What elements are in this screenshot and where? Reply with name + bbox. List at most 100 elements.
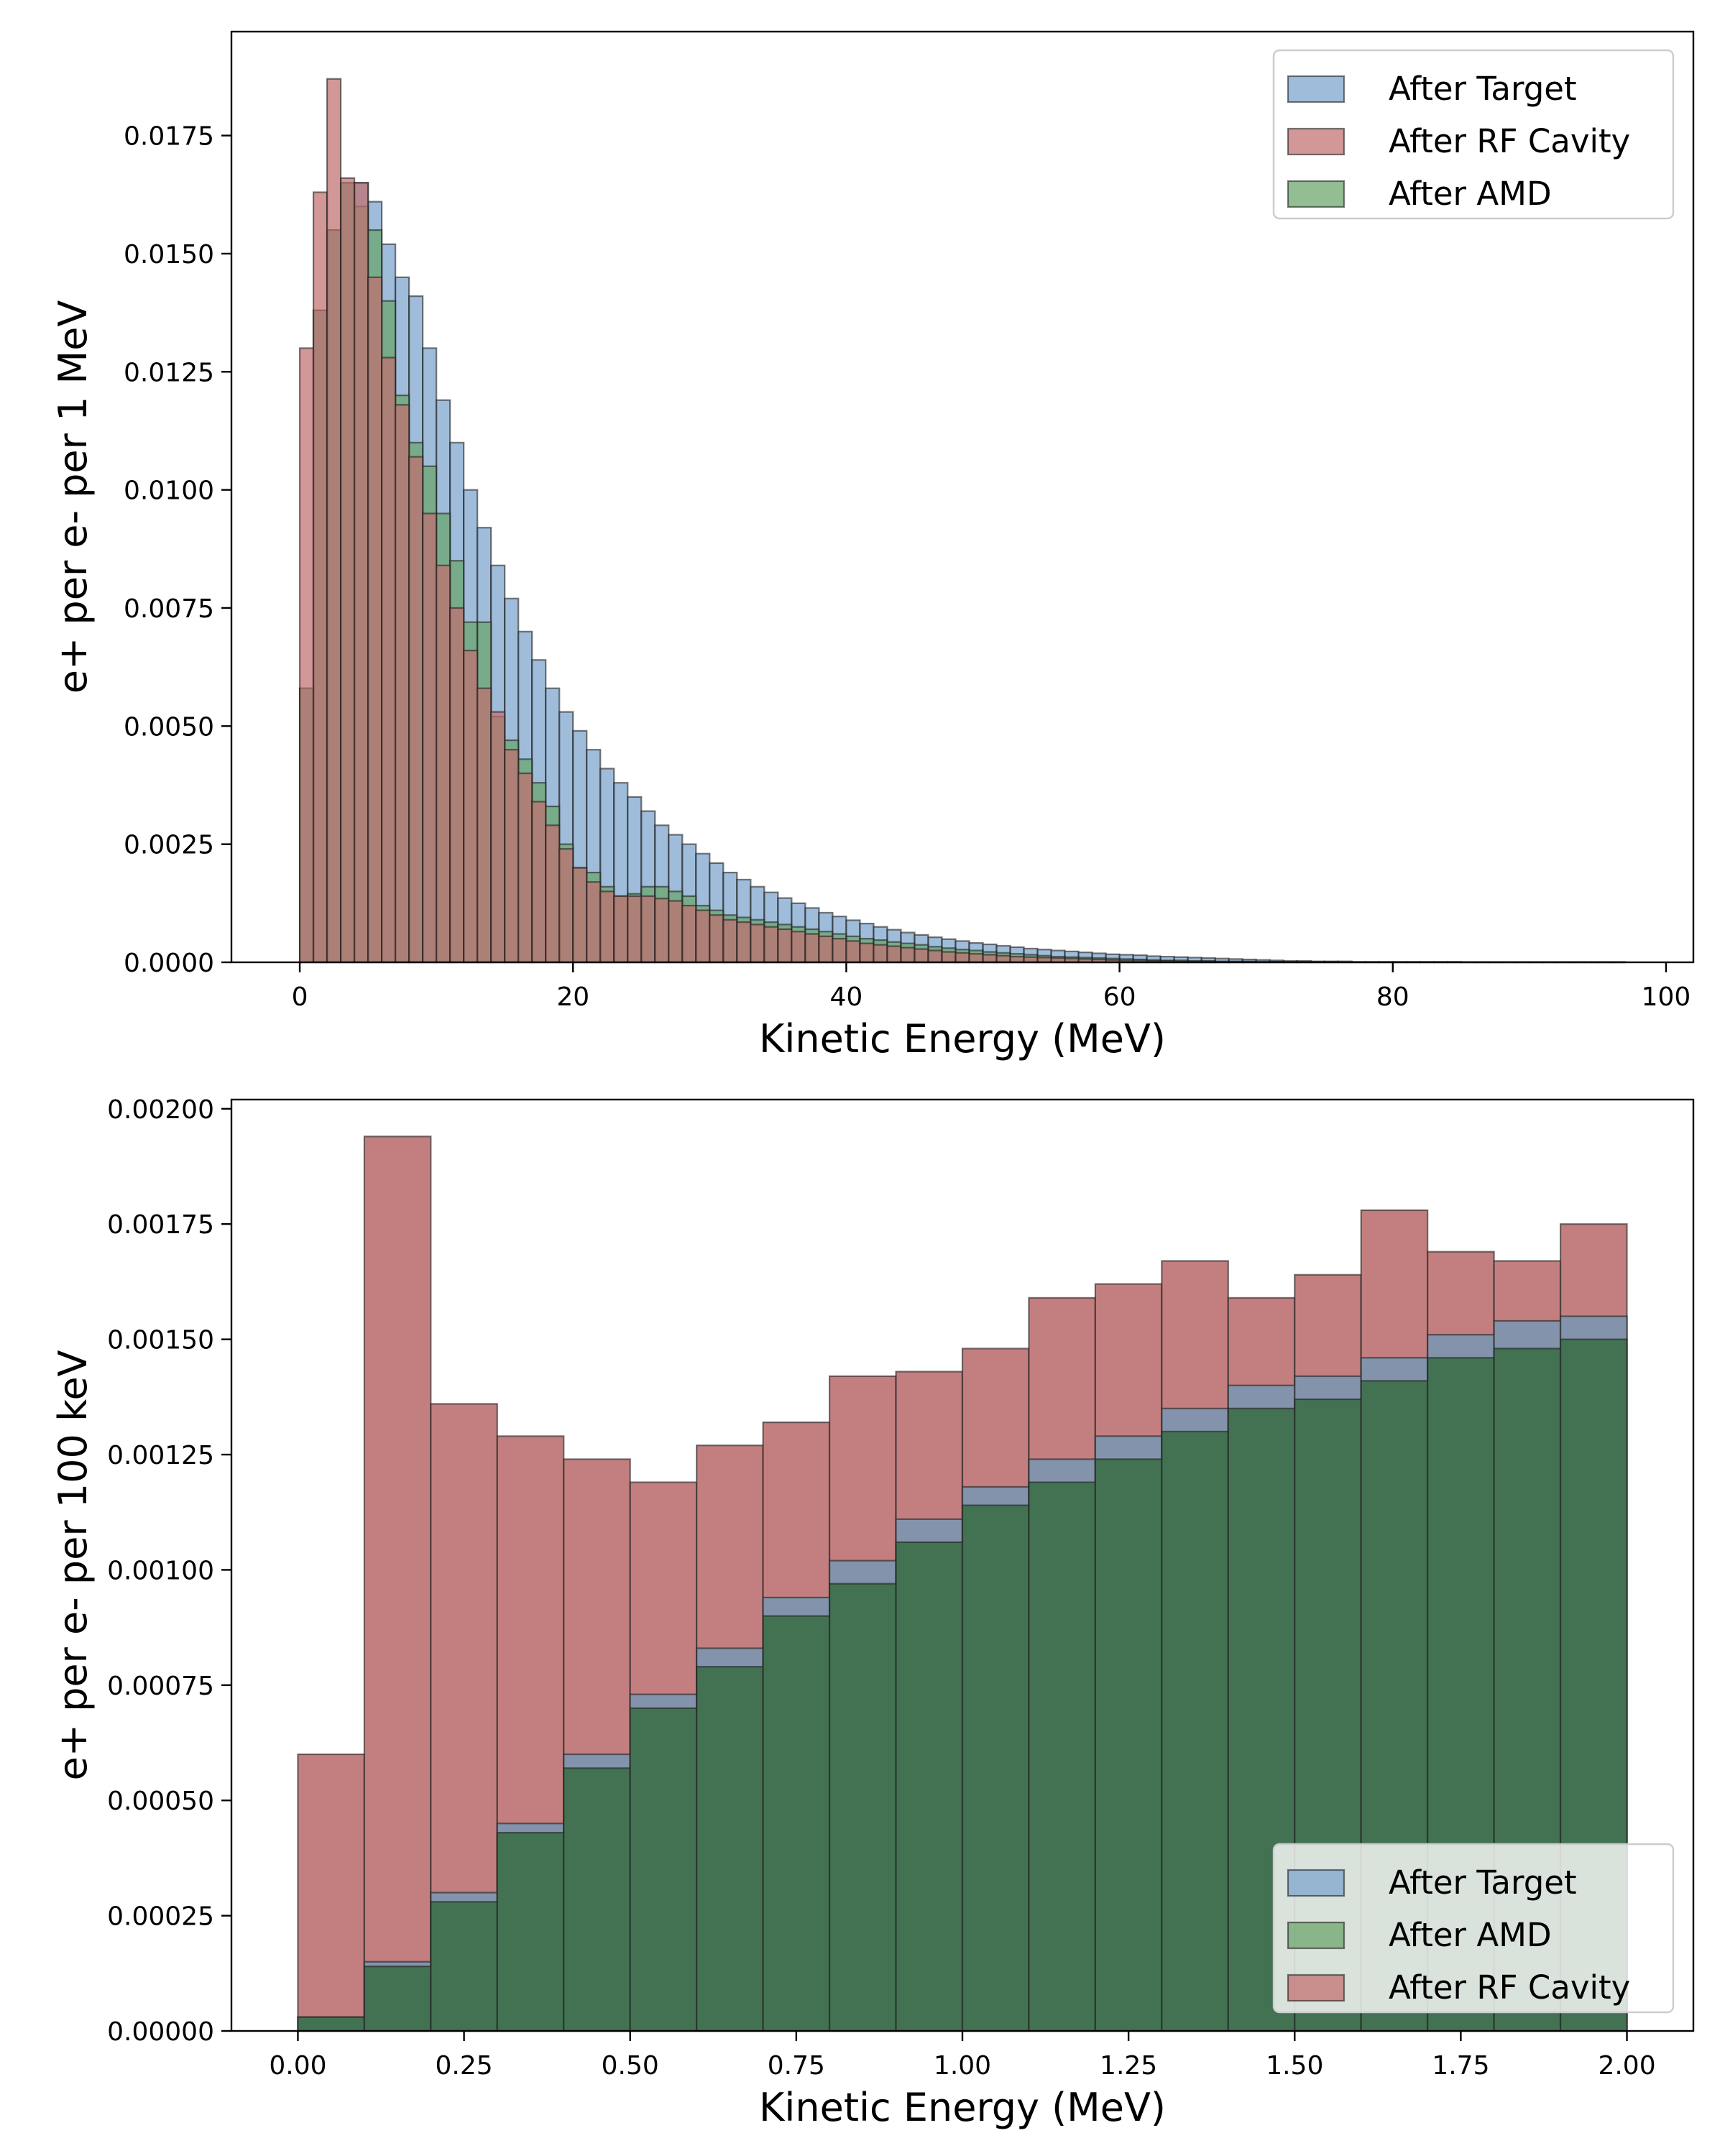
- y-tick-label: 0.00050: [107, 1787, 214, 1816]
- bar: [1094, 1458, 1163, 2032]
- x-tick-label: 80: [1376, 982, 1409, 1012]
- bar: [436, 564, 451, 964]
- bar: [430, 1901, 498, 2032]
- bar: [1161, 1430, 1229, 2032]
- y-tick-label: 0.0000: [124, 949, 214, 978]
- bar: [763, 926, 779, 964]
- chart-1: 0 20 40 60 80 100 0.0000 0.0025 0.0050 0.0075 0.01…: [50, 30, 1695, 1061]
- x-tick-label: 1.50: [1266, 2051, 1323, 2081]
- bar: [531, 801, 547, 964]
- bar: [968, 953, 984, 964]
- x-tick-label: 1.75: [1432, 2051, 1489, 2081]
- bar: [477, 687, 492, 964]
- y-tick-label: 0.00150: [107, 1326, 214, 1355]
- bar: [954, 952, 970, 964]
- bar: [504, 749, 520, 964]
- bar: [363, 1966, 432, 2032]
- bar: [558, 848, 574, 964]
- x-axis-label: Kinetic Energy (MeV): [759, 2085, 1166, 2130]
- bar: [961, 1504, 1030, 2032]
- bar: [1028, 1481, 1097, 2032]
- bar: [900, 946, 916, 964]
- bar: [895, 1541, 964, 2032]
- bar: [859, 942, 875, 964]
- bar: [353, 182, 369, 964]
- y-axis-label: e+ per e- per 100 keV: [50, 1350, 96, 1780]
- y-tick-label: 0.0150: [124, 240, 214, 270]
- legend-label: After Target: [1389, 70, 1577, 108]
- bar: [777, 928, 793, 964]
- legend-swatch: [1287, 1921, 1346, 1950]
- bars-group: [297, 1135, 1628, 2032]
- bar: [518, 772, 533, 964]
- bar: [297, 2016, 366, 2032]
- legend-label: After AMD: [1389, 1916, 1552, 1954]
- bar: [339, 177, 356, 964]
- bar: [586, 881, 602, 964]
- bar: [696, 1666, 764, 2032]
- y-tick-label: 0.0100: [124, 476, 214, 506]
- chart-2: 0.00 0.25 0.50 0.75 1.00 1.25 1.50 1.75 2.00 0.00…: [50, 1095, 1695, 2130]
- x-axis-label: Kinetic Energy (MeV): [759, 1016, 1166, 1061]
- legend: After Target After AMD After RF Cavity: [1272, 1843, 1675, 2014]
- bar: [995, 954, 1011, 964]
- y-tick-label: 0.00075: [107, 1672, 214, 1701]
- bar: [982, 954, 998, 964]
- y-tick-label: 0.00025: [107, 1902, 214, 1932]
- bar: [563, 1767, 631, 2032]
- bar: [695, 909, 711, 964]
- bar: [312, 191, 328, 964]
- bar: [449, 607, 465, 964]
- legend-label: After RF Cavity: [1389, 122, 1630, 160]
- series-after-rf-cavity: [298, 78, 1627, 964]
- bar: [709, 914, 724, 964]
- legend-box: [1272, 49, 1675, 220]
- bar: [422, 512, 438, 964]
- y-tick-label: 0.00000: [107, 2017, 214, 2047]
- x-tick-label: 0.50: [602, 2051, 659, 2081]
- bar: [681, 905, 697, 964]
- bar: [408, 456, 424, 964]
- bar: [298, 347, 315, 964]
- legend-swatch: [1287, 75, 1346, 103]
- x-tick-label: 1.25: [1100, 2051, 1157, 2081]
- bar: [750, 923, 765, 964]
- x-tick-label: 100: [1642, 982, 1691, 1012]
- bar: [326, 78, 342, 964]
- bar: [613, 895, 629, 964]
- bar: [804, 933, 820, 964]
- bar: [736, 921, 752, 964]
- y-tick-label: 0.0025: [124, 831, 214, 860]
- bar: [395, 404, 410, 964]
- bar: [545, 824, 561, 964]
- bar: [832, 938, 847, 964]
- y-tick-label: 0.00100: [107, 1556, 214, 1585]
- bar: [886, 945, 902, 964]
- legend-label: After AMD: [1389, 175, 1552, 213]
- y-tick-label: 0.0075: [124, 594, 214, 624]
- legend-label: After Target: [1389, 1864, 1577, 1902]
- bar: [367, 276, 383, 964]
- bar: [463, 650, 479, 964]
- bar: [941, 951, 957, 964]
- bar: [599, 890, 615, 964]
- bar: [668, 900, 684, 964]
- bar: [627, 895, 643, 964]
- bar: [363, 1135, 432, 2032]
- y-axis-label: e+ per e- per 1 MeV: [50, 300, 96, 694]
- x-tick-label: 0.75: [768, 2051, 825, 2081]
- legend-label: After RF Cavity: [1389, 1968, 1630, 2007]
- plot-frame: [230, 30, 1695, 964]
- y-tick-label: 0.00175: [107, 1210, 214, 1240]
- x-tick-label: 1.00: [934, 2051, 991, 2081]
- bar: [381, 356, 397, 964]
- x-tick-label: 0.25: [436, 2051, 493, 2081]
- bar: [873, 944, 888, 964]
- y-tick-label: 0.0175: [124, 122, 214, 152]
- bar: [490, 711, 506, 964]
- bar: [297, 1753, 366, 2032]
- bar: [927, 949, 943, 964]
- y-tick-label: 0.00125: [107, 1441, 214, 1470]
- legend-swatch: [1287, 127, 1346, 156]
